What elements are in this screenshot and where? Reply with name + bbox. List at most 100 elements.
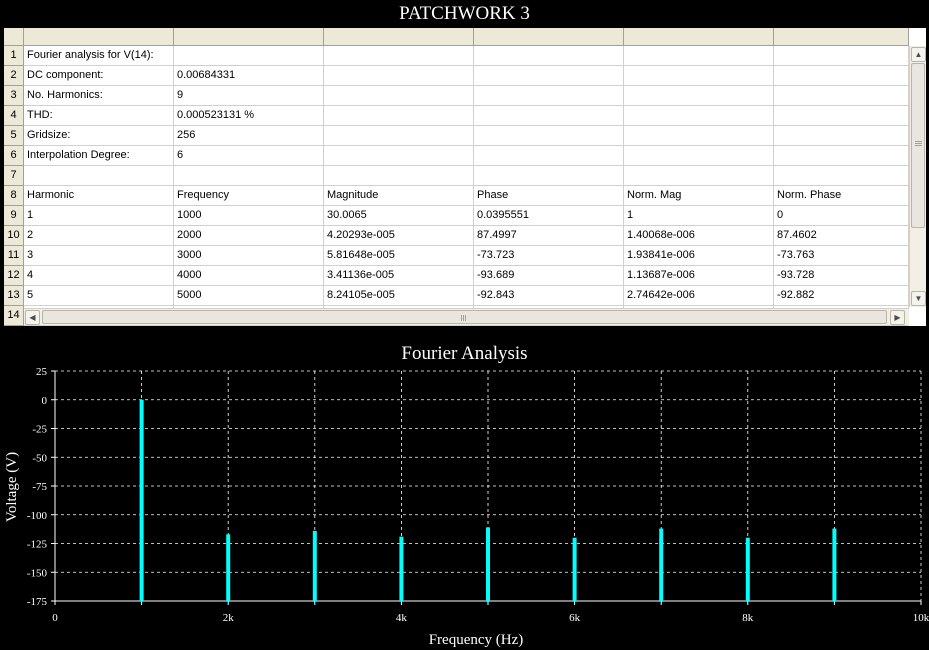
table-cell[interactable]: Gridsize: [24,126,174,146]
table-cell[interactable]: 4.20293e-005 [324,226,474,246]
scroll-left-button[interactable]: ◀ [25,310,40,325]
row-number[interactable]: 1 [4,46,24,66]
table-cell[interactable]: 2.74642e-006 [624,286,774,306]
column-header[interactable] [174,28,324,46]
table-cell[interactable]: -93.728 [774,266,909,286]
table-cell[interactable] [474,166,624,186]
table-cell[interactable] [624,86,774,106]
table-cell[interactable]: 1.13687e-006 [624,266,774,286]
scroll-down-button[interactable]: ▼ [911,291,926,306]
row-number[interactable]: 10 [4,226,24,246]
table-cell[interactable] [474,126,624,146]
table-cell[interactable]: Frequency [174,186,324,206]
vertical-scrollbar[interactable]: ▲ ▼ [909,46,926,307]
column-header[interactable] [324,28,474,46]
table-cell[interactable]: 0 [774,206,909,226]
table-cell[interactable]: 4 [24,266,174,286]
table-cell[interactable] [324,166,474,186]
table-cell[interactable]: Phase [474,186,624,206]
table-cell[interactable] [24,166,174,186]
table-cell[interactable] [774,166,909,186]
table-cell[interactable] [474,146,624,166]
table-cell[interactable]: 1 [624,206,774,226]
table-cell[interactable]: Fourier analysis for V(14): [24,46,174,66]
table-cell[interactable]: 5.81648e-005 [324,246,474,266]
table-cell[interactable]: 4000 [174,266,324,286]
table-cell[interactable]: 5000 [174,286,324,306]
table-cell[interactable]: Norm. Mag [624,186,774,206]
column-header[interactable] [24,28,174,46]
table-cell[interactable] [324,86,474,106]
row-number[interactable]: 7 [4,166,24,186]
table-cell[interactable] [774,46,909,66]
table-cell[interactable] [774,66,909,86]
table-cell[interactable] [474,106,624,126]
table-cell[interactable]: No. Harmonics: [24,86,174,106]
table-cell[interactable] [624,126,774,146]
scroll-right-button[interactable]: ▶ [890,310,905,325]
table-cell[interactable]: DC component: [24,66,174,86]
table-cell[interactable]: -73.723 [474,246,624,266]
table-cell[interactable] [324,146,474,166]
row-number[interactable]: 2 [4,66,24,86]
table-cell[interactable]: Interpolation Degree: [24,146,174,166]
table-cell[interactable] [624,166,774,186]
horizontal-scroll-thumb[interactable] [42,310,887,324]
table-cell[interactable]: 6 [174,146,324,166]
vertical-scroll-thumb[interactable] [911,63,925,228]
table-cell[interactable] [624,146,774,166]
row-number[interactable]: 5 [4,126,24,146]
table-cell[interactable]: 256 [174,126,324,146]
table-cell[interactable]: 2 [24,226,174,246]
row-number[interactable]: 4 [4,106,24,126]
table-cell[interactable]: 1.40068e-006 [624,226,774,246]
table-cell[interactable] [624,66,774,86]
column-header[interactable] [624,28,774,46]
table-cell[interactable]: Magnitude [324,186,474,206]
row-number[interactable]: 13 [4,286,24,306]
table-cell[interactable] [474,86,624,106]
table-cell[interactable]: 2000 [174,226,324,246]
table-cell[interactable] [324,106,474,126]
table-cell[interactable] [324,46,474,66]
table-cell[interactable] [474,46,624,66]
table-cell[interactable] [174,166,324,186]
table-cell[interactable]: -93.689 [474,266,624,286]
table-cell[interactable]: 0.0395551 [474,206,624,226]
table-cell[interactable] [774,86,909,106]
table-cell[interactable]: 8.24105e-005 [324,286,474,306]
table-cell[interactable] [774,146,909,166]
table-cell[interactable]: 0.00684331 [174,66,324,86]
table-cell[interactable] [324,126,474,146]
table-cell[interactable]: 87.4997 [474,226,624,246]
table-cell[interactable]: 3 [24,246,174,266]
table-cell[interactable]: 0.000523131 % [174,106,324,126]
row-number[interactable]: 11 [4,246,24,266]
table-cell[interactable]: 30.0065 [324,206,474,226]
results-grid[interactable]: 1 Fourier analysis for V(14): 2 DC componen… [4,28,926,326]
row-number[interactable]: 9 [4,206,24,226]
scroll-up-button[interactable]: ▲ [911,47,926,62]
table-cell[interactable]: 1000 [174,206,324,226]
table-cell[interactable]: 9 [174,86,324,106]
table-cell[interactable]: 1 [24,206,174,226]
column-header[interactable] [774,28,909,46]
table-cell[interactable]: Harmonic [24,186,174,206]
column-header[interactable] [474,28,624,46]
table-cell[interactable] [474,66,624,86]
table-cell[interactable] [774,126,909,146]
row-number[interactable]: 6 [4,146,24,166]
table-cell[interactable]: 87.4602 [774,226,909,246]
table-cell[interactable]: -73.763 [774,246,909,266]
row-number[interactable]: 12 [4,266,24,286]
table-cell[interactable]: -92.843 [474,286,624,306]
table-cell[interactable] [774,106,909,126]
table-cell[interactable]: Norm. Phase [774,186,909,206]
table-cell[interactable]: THD: [24,106,174,126]
table-cell[interactable] [174,46,324,66]
horizontal-scrollbar[interactable]: ◀ ▶ [24,308,909,325]
row-number[interactable]: 8 [4,186,24,206]
table-cell[interactable] [624,46,774,66]
table-cell[interactable]: 3.41136e-005 [324,266,474,286]
row-number[interactable]: 14 [4,306,24,326]
